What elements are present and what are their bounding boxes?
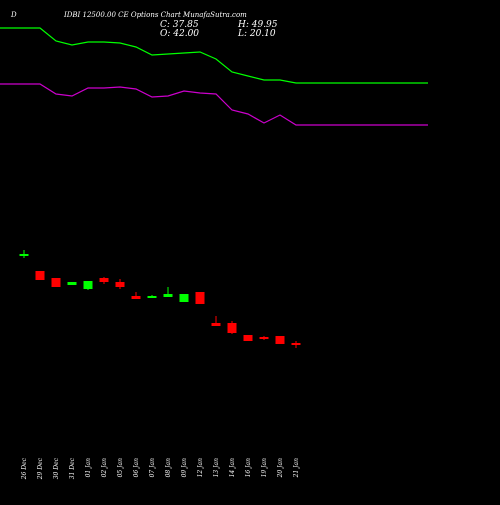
- x-tick-label: 26 Dec: [21, 457, 28, 480]
- x-tick-label: 30 Dec: [53, 457, 60, 479]
- candle: [19, 250, 29, 258]
- candle: [115, 279, 125, 289]
- chart-title: IDBI 12500.00 CE Options Chart MunafaSut…: [64, 11, 247, 19]
- x-tick-label: 14 Jan: [229, 458, 236, 478]
- candle: [291, 341, 301, 348]
- candle: [163, 287, 173, 297]
- x-tick-label: 13 Jan: [213, 458, 220, 478]
- candle-body: [67, 282, 77, 285]
- x-tick-label: 05 Jan: [117, 458, 124, 478]
- symbol-letter: D: [11, 11, 17, 19]
- candle: [275, 336, 285, 344]
- candle: [179, 294, 189, 302]
- candle-body: [195, 292, 205, 304]
- candle-body: [131, 296, 141, 299]
- candle-body: [35, 271, 45, 280]
- series-line-2: [0, 83, 428, 126]
- candle-body: [51, 278, 61, 287]
- candle-body: [179, 294, 189, 302]
- candle: [227, 321, 237, 334]
- candle: [131, 292, 141, 299]
- candle-body: [291, 343, 301, 345]
- candle: [99, 277, 109, 284]
- x-tick-label: 16 Jan: [245, 458, 252, 478]
- x-tick-label: 06 Jan: [133, 458, 140, 478]
- candle-body: [83, 281, 93, 289]
- candle: [211, 316, 221, 326]
- candles: [19, 250, 301, 348]
- candle: [67, 282, 77, 285]
- candle-body: [163, 294, 173, 297]
- candle-body: [99, 278, 109, 282]
- x-tick-label: 02 Jan: [101, 458, 108, 478]
- x-tick-label: 19 Jan: [261, 458, 268, 478]
- x-tick-label: 31 Dec: [69, 457, 76, 479]
- candle: [51, 278, 61, 287]
- high-value: H: 49.95: [238, 20, 278, 30]
- x-tick-label: 08 Jan: [165, 458, 172, 478]
- candle-body: [19, 254, 29, 256]
- candle: [147, 295, 157, 298]
- x-tick-label: 20 Jan: [277, 458, 284, 479]
- candle-body: [227, 323, 237, 333]
- open-value: O: 42.00: [160, 29, 200, 39]
- candle-body: [147, 296, 157, 298]
- candle-body: [243, 335, 253, 341]
- candle-body: [275, 336, 285, 344]
- candle: [195, 292, 205, 304]
- candle-body: [211, 323, 221, 326]
- candle: [83, 281, 93, 290]
- x-axis-labels: 26 Dec 29 Dec 30 Dec 31 Dec 01 Jan 02 Jan 05 J…: [21, 457, 300, 480]
- x-tick-label: 01 Jan: [85, 458, 92, 478]
- close-value: C: 37.85: [160, 20, 199, 30]
- moving-average-lines: [0, 27, 428, 126]
- x-tick-label: 29 Dec: [37, 457, 44, 480]
- x-tick-label: 21 Jan: [293, 458, 300, 479]
- x-tick-label: 09 Jan: [181, 458, 188, 478]
- x-tick-label: 12 Jan: [197, 458, 204, 478]
- candle: [243, 335, 253, 341]
- candle-body: [115, 282, 125, 287]
- low-value: L: 20.10: [238, 29, 276, 39]
- candle: [259, 336, 269, 340]
- series-line-1: [0, 27, 428, 84]
- candle-body: [259, 337, 269, 339]
- x-tick-label: 07 Jan: [149, 458, 156, 478]
- candle: [35, 271, 45, 280]
